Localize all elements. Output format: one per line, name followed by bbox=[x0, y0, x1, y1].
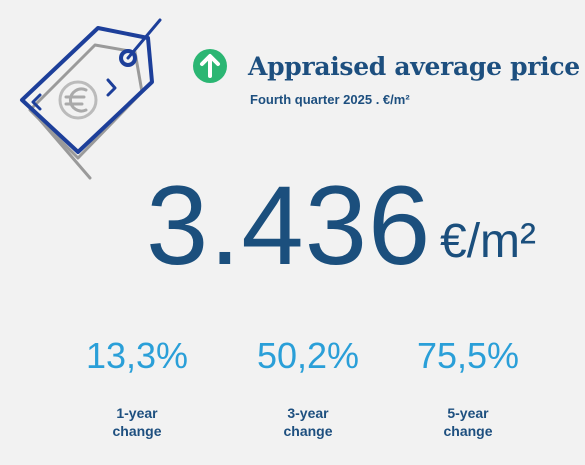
main-unit: €/m² bbox=[440, 215, 536, 268]
up-arrow bbox=[200, 54, 220, 78]
stat: 75,5% 5-year change bbox=[388, 338, 548, 440]
stat: 50,2% 3-year change bbox=[228, 338, 388, 440]
stat-label: 1-year change bbox=[112, 405, 162, 439]
title: Appraised average price bbox=[248, 52, 580, 81]
stat-value: 50,2% bbox=[256, 335, 360, 376]
stat-value: 13,3% bbox=[85, 335, 189, 376]
subtitle: Fourth quarter 2025 . €/m² bbox=[250, 92, 410, 107]
stat-label: 3-year change bbox=[283, 405, 333, 439]
stat: 13,3% 1-year change bbox=[57, 338, 217, 440]
main-value: 3.436 bbox=[146, 163, 432, 288]
stat-value: 75,5% bbox=[416, 335, 520, 376]
price-tag-icon bbox=[20, 18, 162, 180]
icons bbox=[20, 18, 227, 180]
stat-label: 5-year change bbox=[443, 405, 493, 439]
